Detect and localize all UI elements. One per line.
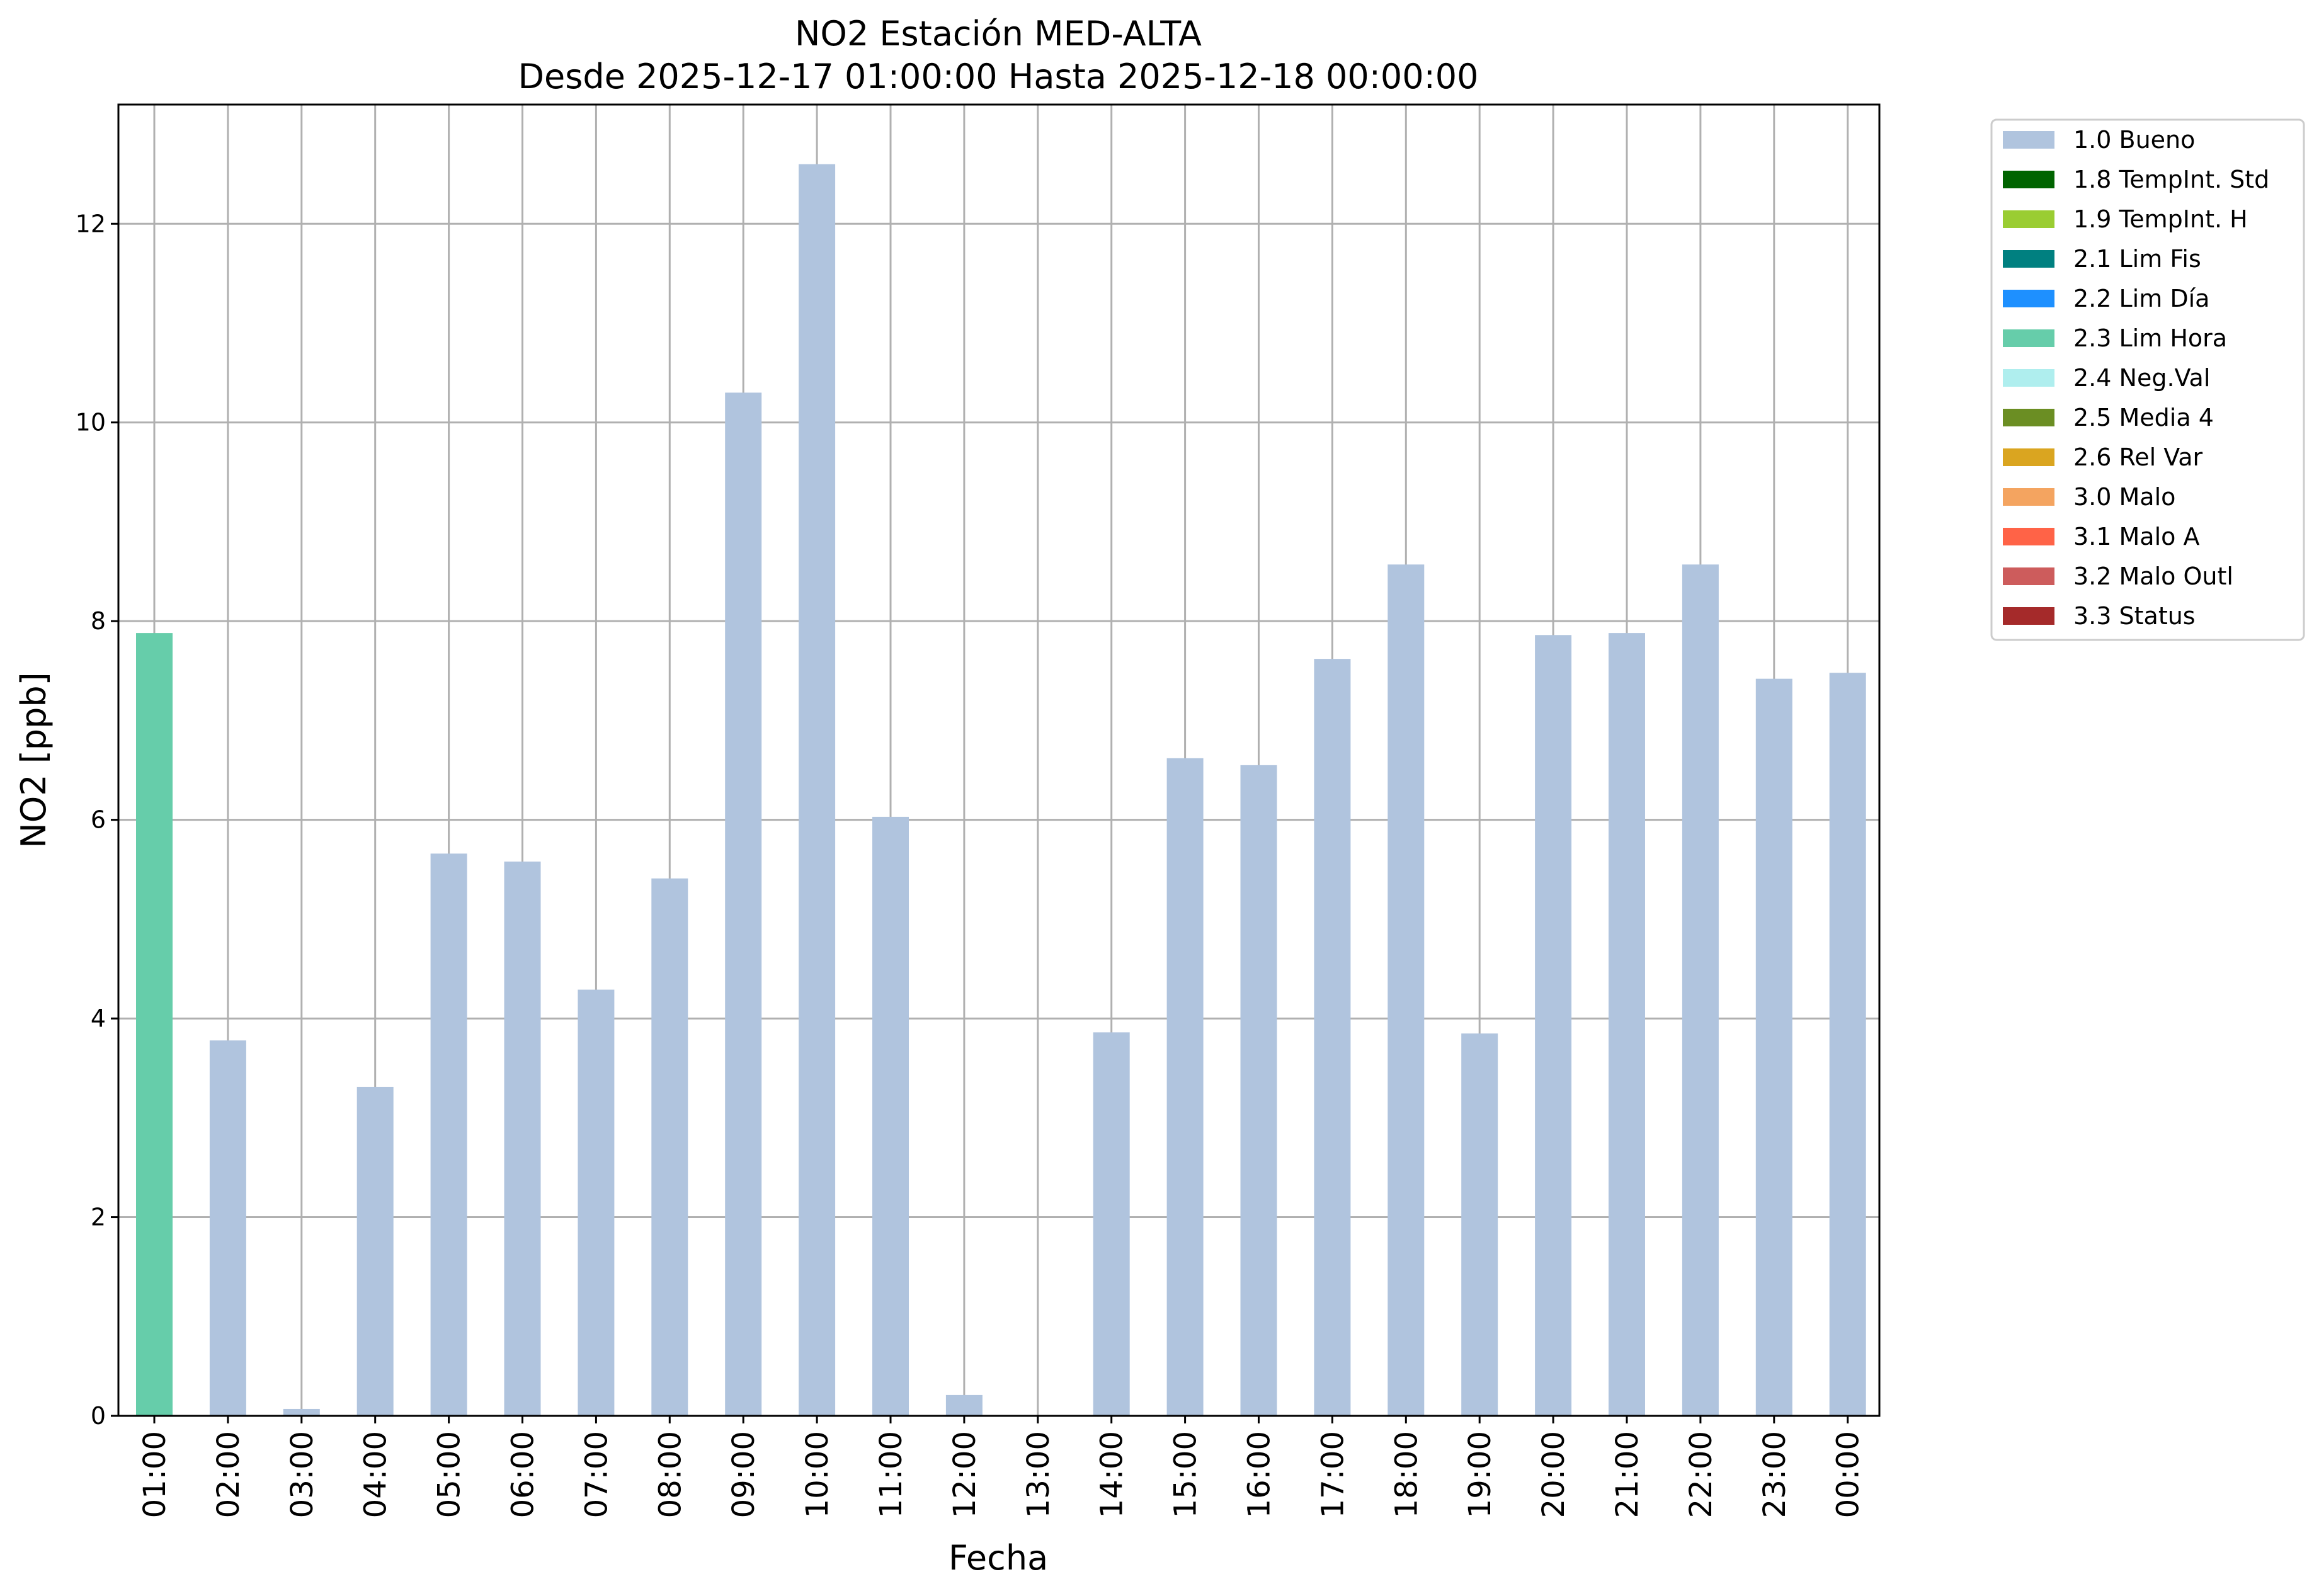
bar-1400 [1093,1032,1130,1416]
y-tick-label: 12 [76,210,106,237]
bar-0900 [725,392,762,1416]
bar-1000 [799,164,836,1416]
legend-swatch [2003,290,2054,307]
bar-0700 [578,989,615,1416]
legend-swatch [2003,131,2054,149]
y-tick-label: 0 [91,1402,106,1430]
x-tick-label: 06:00 [506,1431,541,1518]
legend-label: 2.3 Lim Hora [2073,324,2227,352]
legend-label: 3.1 Malo A [2073,523,2199,550]
legend-swatch [2003,369,2054,387]
legend-label: 2.6 Rel Var [2073,443,2203,471]
bar-1600 [1240,765,1277,1416]
bar-1700 [1314,659,1351,1416]
x-tick-label: 07:00 [579,1431,614,1518]
bar-0600 [504,861,541,1416]
y-tick-label: 10 [76,409,106,436]
x-tick-label: 17:00 [1315,1431,1350,1518]
legend-swatch [2003,528,2054,545]
bar-0100 [136,633,173,1416]
x-tick-label: 08:00 [652,1431,688,1518]
bar-1100 [872,816,909,1416]
bar-0500 [430,853,467,1416]
bar-0800 [651,878,688,1416]
legend-swatch [2003,171,2054,188]
x-tick-label: 04:00 [358,1431,394,1518]
legend-swatch [2003,607,2054,625]
bar-0300 [283,1408,320,1416]
x-tick-label: 11:00 [874,1431,909,1518]
legend-label: 2.5 Media 4 [2073,404,2214,431]
legend-label: 2.1 Lim Fis [2073,245,2201,273]
x-tick-label: 18:00 [1389,1431,1424,1518]
legend-label: 3.0 Malo [2073,483,2175,511]
legend: 1.0 Bueno 1.8 TempInt. Std 1.9 TempInt. H 2… [1990,118,2305,641]
legend-swatch [2003,210,2054,228]
x-tick-label: 23:00 [1757,1431,1792,1518]
legend-items: 1.0 Bueno 1.8 TempInt. Std 1.9 TempInt. H 2… [2003,126,2269,630]
bar-1500 [1166,758,1204,1416]
legend-frame [1990,118,2305,641]
bar-1200 [945,1394,983,1416]
x-tick-label: 16:00 [1242,1431,1277,1518]
y-tick-label: 6 [91,806,106,834]
bar-2000 [1535,635,1572,1416]
bar-1900 [1461,1033,1498,1416]
legend-label: 2.4 Neg.Val [2073,364,2210,392]
legend-swatch [2003,250,2054,268]
legend-label: 3.3 Status [2073,602,2196,630]
x-tick-label: 14:00 [1095,1431,1130,1518]
y-tick-label: 2 [91,1204,106,1231]
y-axis-label: NO2 [ppb] [14,672,54,848]
x-tick-label: 21:00 [1610,1431,1645,1518]
legend-swatch [2003,329,2054,347]
bars-layer [136,164,1866,1416]
x-tick-label: 15:00 [1168,1431,1204,1518]
y-tick-label: 8 [91,607,106,635]
x-tick-label: 02:00 [211,1431,246,1518]
x-tick-label: 09:00 [726,1431,761,1518]
x-tick-label: 10:00 [800,1431,835,1518]
x-tick-label: 00:00 [1831,1431,1866,1518]
x-axis-label: Fecha [949,1538,1048,1578]
legend-swatch [2003,488,2054,506]
x-tick-label: 20:00 [1536,1431,1571,1518]
chart-title: NO2 Estación MED-ALTA [795,14,1202,54]
bar-1800 [1387,564,1425,1416]
bar-2300 [1755,678,1792,1416]
legend-label: 1.9 TempInt. H [2073,205,2248,233]
legend-label: 2.2 Lim Día [2073,285,2209,312]
x-tick-label: 13:00 [1021,1431,1056,1518]
x-tick-label: 22:00 [1684,1431,1719,1518]
x-tick-label: 12:00 [947,1431,983,1518]
y-tick-label: 4 [91,1005,106,1032]
bar-2200 [1682,564,1719,1416]
y-axis-ticks: 0 2 4 6 8 10 12 [76,210,118,1430]
bar-0400 [356,1086,394,1416]
bar-0200 [209,1040,246,1416]
legend-swatch [2003,448,2054,466]
x-tick-label: 05:00 [432,1431,467,1518]
plot-frame [117,103,1881,1417]
legend-swatch [2003,409,2054,426]
x-tick-label: 19:00 [1462,1431,1498,1518]
legend-label: 1.0 Bueno [2073,126,2195,154]
bar-0000 [1829,673,1866,1416]
legend-label: 1.8 TempInt. Std [2073,166,2269,193]
x-tick-label: 03:00 [285,1431,320,1518]
legend-label: 3.2 Malo Outl [2073,562,2233,590]
bar-2100 [1609,633,1645,1416]
chart-subtitle: Desde 2025-12-17 01:00:00 Hasta 2025-12-… [518,57,1478,96]
x-axis-ticks: 01:00 02:00 03:00 04:00 05:00 06:00 07:00 08:00… [137,1416,1866,1518]
legend-swatch [2003,567,2054,585]
x-tick-label: 01:00 [137,1431,173,1518]
